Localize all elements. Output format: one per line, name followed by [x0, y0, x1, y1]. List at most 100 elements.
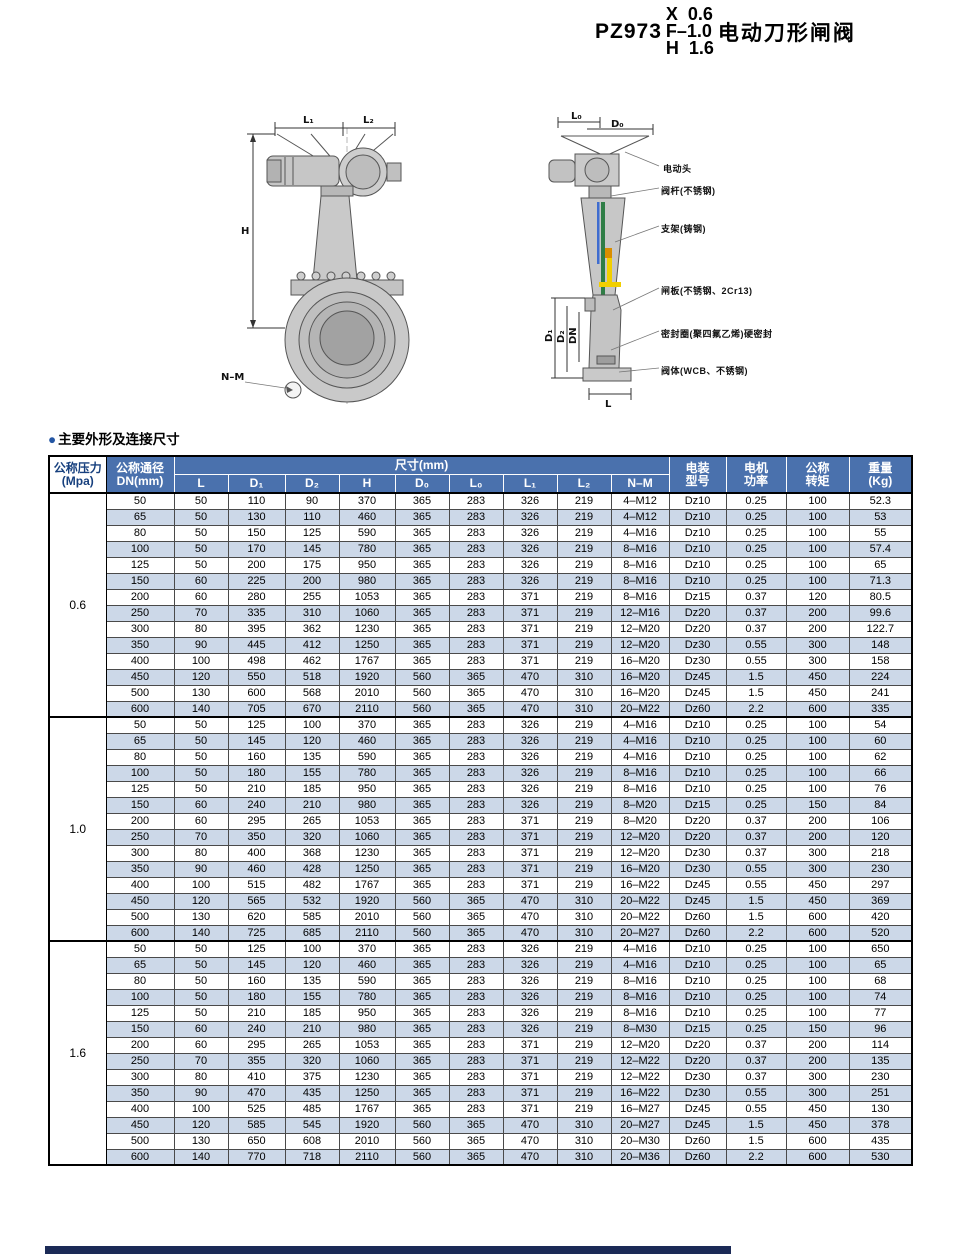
table-cell: 300: [105, 1068, 175, 1086]
table-cell: 283: [448, 796, 504, 814]
table-row: 100 50 170 145 780 365 283 326 219 8–M16 Dz10 0.25 1…: [49, 540, 913, 558]
table-cell: 371: [502, 1052, 558, 1070]
table-cell: 950: [338, 556, 396, 574]
table-cell: 120: [173, 668, 229, 686]
table-row: 500 130 600 568 2010 560 365 470 310 16–M20 Dz45 1.…: [49, 684, 913, 702]
seal-yellow-horizontal: [599, 282, 621, 287]
table-cell: 470: [502, 892, 558, 910]
table-cell: 1.5: [725, 1132, 787, 1150]
table-cell: 50: [173, 988, 229, 1006]
table-row: 125 50 200 175 950 365 283 326 219 8–M16 Dz10 0.25 1…: [49, 556, 913, 574]
table-cell: 80: [105, 972, 175, 990]
table-cell: 180: [227, 988, 286, 1006]
table-cell: 560: [394, 668, 450, 686]
table-cell: 326: [502, 956, 558, 974]
table-row: 100 50 180 155 780 365 283 326 219 8–M16 Dz10 0.25 1…: [49, 764, 913, 782]
table-cell: 568: [284, 684, 340, 702]
table-cell: 326: [502, 572, 558, 590]
table-cell: 2.2: [725, 700, 787, 718]
table-cell: 283: [448, 620, 504, 638]
table-cell: 0.25: [725, 972, 787, 990]
table-cell: 550: [227, 668, 286, 686]
table-cell: 100: [105, 764, 175, 782]
table-cell: 435: [848, 1132, 913, 1150]
table-cell: 369: [848, 892, 913, 910]
table-cell: 90: [173, 1084, 229, 1102]
header-weight: 重量 (Kg): [848, 455, 913, 494]
table-cell: 283: [448, 732, 504, 750]
table-cell: 74: [848, 988, 913, 1006]
table-cell: 0.25: [725, 780, 787, 798]
table-cell: 590: [338, 524, 396, 542]
table-cell: 251: [848, 1084, 913, 1102]
table-cell: Dz20: [668, 604, 727, 622]
table-cell: 219: [556, 732, 612, 750]
table-cell: 100: [785, 572, 850, 590]
table-cell: 1230: [338, 844, 396, 862]
table-cell: 219: [556, 556, 612, 574]
table-cell: 50: [173, 940, 229, 958]
table-cell: Dz10: [668, 572, 727, 590]
dim-l1-label: L₁: [303, 115, 314, 126]
table-cell: 100: [785, 540, 850, 558]
table-cell: 460: [338, 508, 396, 526]
table-cell: 283: [448, 1068, 504, 1086]
table-cell: 450: [785, 1100, 850, 1118]
table-cell: 365: [448, 1116, 504, 1134]
table-cell: 410: [227, 1068, 286, 1086]
table-cell: 310: [556, 892, 612, 910]
table-cell: 155: [284, 988, 340, 1006]
table-cell: 50: [173, 524, 229, 542]
table-cell: 145: [284, 540, 340, 558]
table-row: 500 130 650 608 2010 560 365 470 310 20–M30 Dz60 1.…: [49, 1132, 913, 1150]
table-cell: Dz30: [668, 844, 727, 862]
table-cell: 60: [173, 588, 229, 606]
table-cell: 150: [785, 796, 850, 814]
table-cell: 310: [556, 700, 612, 718]
annotation-leaders: [610, 151, 660, 373]
table-cell: 219: [556, 1068, 612, 1086]
table-cell: 0.37: [725, 1036, 787, 1054]
table-cell: 326: [502, 796, 558, 814]
table-cell: 122.7: [848, 620, 913, 638]
table-cell: Dz20: [668, 1052, 727, 1070]
table-cell: 60: [173, 812, 229, 830]
table-cell: 8–M16: [610, 1004, 670, 1022]
table-cell: 365: [394, 1084, 450, 1102]
table-cell: 219: [556, 940, 612, 958]
table-cell: 219: [556, 540, 612, 558]
table-cell: 371: [502, 828, 558, 846]
table-cell: 0.25: [725, 988, 787, 1006]
table-cell: 65: [105, 732, 175, 750]
table-cell: 600: [105, 700, 175, 718]
table-cell: 80: [173, 844, 229, 862]
table-cell: 705: [227, 700, 286, 718]
table-cell: 370: [338, 492, 396, 510]
table-cell: 150: [105, 796, 175, 814]
table-cell: 50: [173, 972, 229, 990]
table-cell: 1.5: [725, 892, 787, 910]
bullet-icon: ●: [48, 432, 57, 447]
annotation-seal-ring: 密封圈(聚四氟乙烯)硬密封: [661, 329, 773, 339]
table-cell: 100: [785, 988, 850, 1006]
model-variants: X 0.6 F–1.0 H 1.6: [665, 5, 714, 57]
table-cell: 219: [556, 524, 612, 542]
table-row: 150 60 225 200 980 365 283 326 219 8–M16 Dz10 0.25 1…: [49, 572, 913, 590]
variant-f: F–1.0: [665, 21, 712, 41]
table-cell: 0.25: [725, 764, 787, 782]
table-cell: 219: [556, 1052, 612, 1070]
table-cell: 300: [785, 860, 850, 878]
table-cell: 365: [394, 828, 450, 846]
table-cell: 365: [394, 988, 450, 1006]
valve-body-front: [284, 277, 410, 403]
table-cell: 780: [338, 988, 396, 1006]
model-prefix: PZ973: [595, 19, 662, 43]
table-cell: 530: [848, 1148, 913, 1166]
table-cell: 185: [284, 780, 340, 798]
table-cell: 110: [284, 508, 340, 526]
table-cell: 4–M16: [610, 940, 670, 958]
table-cell: 0.25: [725, 1020, 787, 1038]
stem-blue-line: [597, 202, 600, 264]
table-cell: 365: [394, 524, 450, 542]
table-cell: 0.25: [725, 508, 787, 526]
